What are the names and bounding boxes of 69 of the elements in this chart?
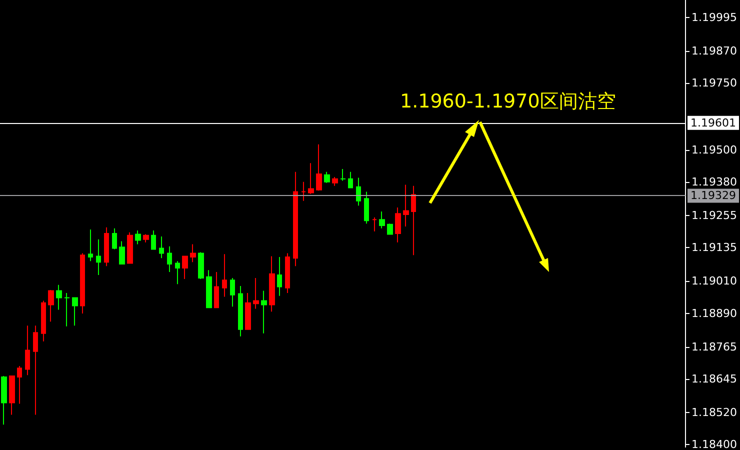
candlestick [340,168,346,182]
candlestick [33,325,38,416]
candlestick [182,256,188,280]
candlestick [119,240,125,265]
candlestick [277,256,282,296]
y-tick-label: 1.19255 [692,209,738,222]
candlestick [175,260,180,285]
candlestick [159,236,164,259]
candlestick [316,144,322,192]
candlestick [48,289,54,322]
y-tick-label: 1.18520 [692,406,738,419]
candlestick [230,277,235,308]
candlestick [395,207,401,243]
y-tick-label: 1.19010 [692,274,738,288]
annotation: 1.1960-1.1970区间沽空 [400,90,616,112]
candlestick [88,228,93,262]
candlestick [372,216,377,232]
candlestick [198,252,204,280]
candlestick [151,230,156,250]
candlestick [1,375,7,426]
candlestick [411,185,416,256]
candlestick [96,238,101,276]
candlestick [206,270,212,308]
candlestick [72,297,78,326]
candlestick [135,230,141,245]
candlestick [238,285,243,337]
candlestick [324,171,330,184]
candlestick [143,234,149,243]
y-tick-label: 1.19995 [692,10,738,24]
candlestick [364,191,369,224]
y-tick-label: 1.19500 [692,143,738,156]
candlestick [112,228,117,250]
candlestick [356,177,361,206]
candlestick [127,232,133,264]
candlestick [25,325,30,376]
y-tick-label: 1.19870 [692,44,738,58]
ref-line-label: 1.19601 [690,116,736,130]
y-tick-label: 1.19135 [692,241,738,254]
candlestick [403,184,409,228]
candlestick [308,162,314,194]
candlestick [9,375,15,416]
candlestick [348,171,353,188]
y-tick-label: 1.18890 [692,306,738,320]
candlestick [167,246,172,273]
candlestick [80,252,85,314]
y-tick-label: 1.18400 [692,438,738,450]
candlestick [293,171,298,267]
candlestick [190,244,196,263]
candlestick [269,256,275,312]
candlestick [387,223,393,235]
candlestick [56,284,62,310]
y-tick-label: 1.18645 [692,372,738,386]
candlestick [104,226,109,267]
candlestick [332,176,338,186]
candlestick [253,277,259,310]
candlestick [214,272,219,308]
candlestick [41,300,46,342]
candlestick [17,366,22,404]
y-tick-label: 1.19380 [692,176,738,189]
y-tick-label: 1.19750 [692,76,738,90]
candlestick [222,254,227,298]
candlestick [245,292,251,330]
candlestick [285,252,290,294]
ref-line-label: 1.19329 [690,189,736,202]
candlestick [301,181,306,202]
candlestick [379,211,385,229]
y-tick-label: 1.18765 [692,340,738,354]
candlestick [64,292,70,327]
candlestick [261,290,267,334]
